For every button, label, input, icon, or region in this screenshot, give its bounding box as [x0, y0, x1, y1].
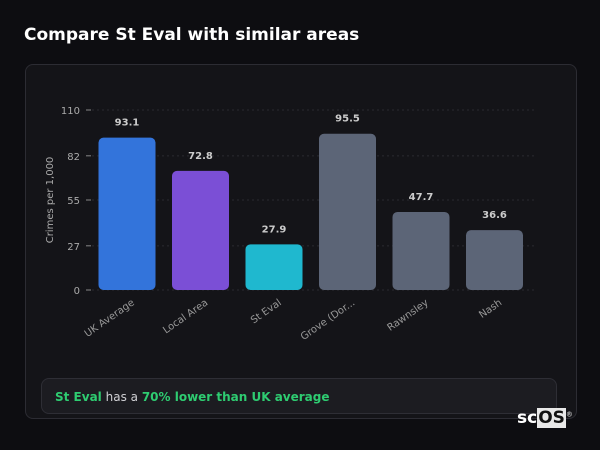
data-label: 36.6: [482, 210, 507, 221]
bar: [172, 170, 229, 290]
y-tick-label: 82: [67, 152, 80, 163]
x-tick-label: Nash: [477, 297, 504, 320]
bar: [245, 244, 303, 290]
x-tick-label: Local Area: [161, 297, 210, 336]
summary-text: has a: [101, 390, 142, 404]
x-tick-label: Rawnsley: [386, 297, 431, 333]
x-tick-label: Grove (Dor...: [299, 297, 357, 342]
y-tick-label: 27: [67, 242, 80, 253]
data-label: 95.5: [335, 114, 360, 125]
summary-highlight: 70% lower than UK average: [141, 390, 330, 404]
data-label: 27.9: [262, 224, 287, 235]
y-tick-label: 55: [67, 196, 80, 207]
data-label: 47.7: [409, 192, 434, 203]
x-tick-label: St Eval: [249, 297, 284, 326]
y-tick-label: 110: [61, 106, 80, 117]
bar: [98, 137, 156, 290]
page-title: Compare St Eval with similar areas: [24, 25, 360, 45]
x-tick-label: UK Average: [83, 297, 137, 339]
data-label: 93.1: [115, 118, 140, 129]
summary-box: St Eval has a 70% lower than UK average: [41, 378, 557, 414]
logo: scOS®: [517, 408, 573, 428]
y-axis-label: Crimes per 1,000: [45, 157, 56, 244]
bar: [392, 211, 450, 290]
data-label: 72.8: [188, 151, 213, 162]
summary-place: St Eval: [55, 390, 102, 404]
y-tick-label: 0: [74, 286, 80, 297]
bar: [466, 230, 523, 290]
bar: [319, 133, 376, 290]
